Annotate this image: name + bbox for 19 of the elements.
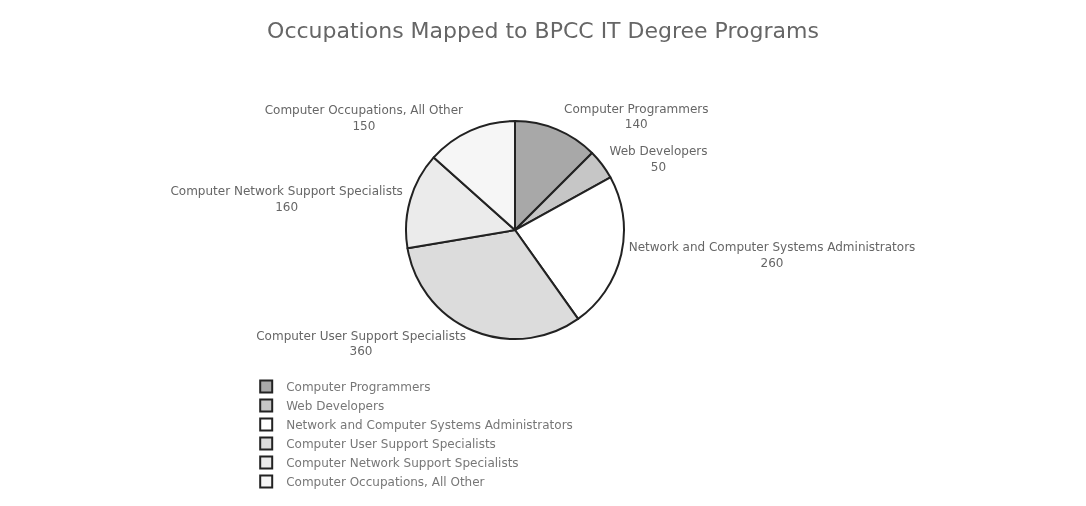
slice-label: Computer User Support Specialists [256,328,466,343]
legend-label: Network and Computer Systems Administrators [286,418,573,433]
slice-label: Network and Computer Systems Administrators [628,240,916,255]
data-label: 50 [650,159,667,174]
slice-label: Computer Occupations, All Other [264,103,464,118]
slice-label: Web Developers [609,144,708,159]
chart-title: Occupations Mapped to BPCC IT Degree Programs [267,18,819,44]
legend-label: Computer User Support Specialists [286,437,496,452]
slice-label: Computer Programmers [564,101,709,116]
slice-label: Computer Network Support Specialists [170,183,403,198]
data-label: 160 [275,199,299,214]
legend-label: Computer Occupations, All Other [286,475,485,490]
data-label: 360 [349,344,373,359]
legend-label: Computer Programmers [286,380,431,395]
data-label: 140 [624,117,648,132]
legend-label: Web Developers [286,399,385,414]
data-label: 260 [760,255,784,270]
legend-label: Computer Network Support Specialists [286,456,519,471]
data-label: 150 [352,119,376,134]
